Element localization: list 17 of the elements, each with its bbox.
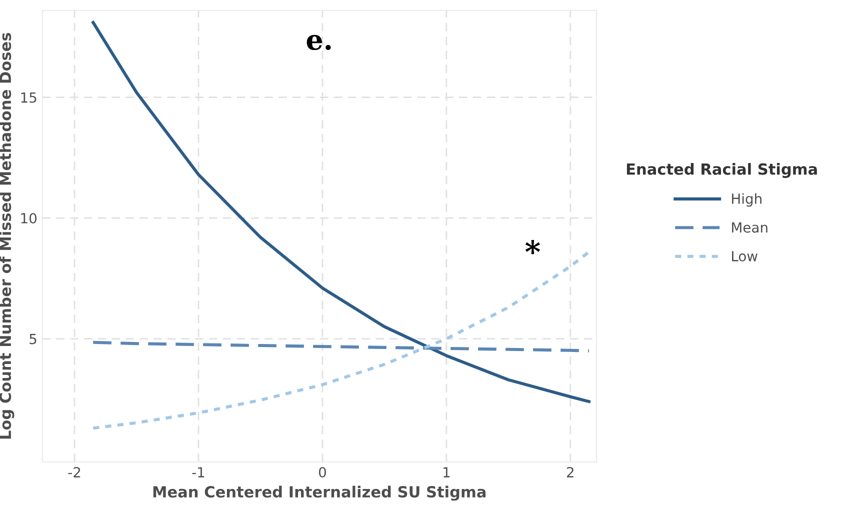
y-tick-label: 5 xyxy=(30,334,36,344)
y-tick-label: 15 xyxy=(21,92,36,103)
line-series xyxy=(92,20,591,404)
annotation: * xyxy=(525,240,540,254)
x-axis-title: Mean Centered Internalized SU Stigma xyxy=(153,486,486,501)
x-tick-label: -1 xyxy=(192,467,204,478)
line-series xyxy=(92,340,591,352)
legend-title: Enacted Racial Stigma xyxy=(626,163,817,178)
x-tick-label: 2 xyxy=(566,467,574,478)
x-tick-label: 0 xyxy=(318,467,326,478)
legend-label: Mean xyxy=(732,222,768,233)
legend-label: Low xyxy=(732,251,758,262)
annotation: e. xyxy=(306,34,331,50)
y-tick-label: 10 xyxy=(21,213,37,224)
x-tick-label: 1 xyxy=(444,467,450,478)
x-tick-label: -2 xyxy=(68,467,80,478)
legend-label: High xyxy=(732,193,762,207)
